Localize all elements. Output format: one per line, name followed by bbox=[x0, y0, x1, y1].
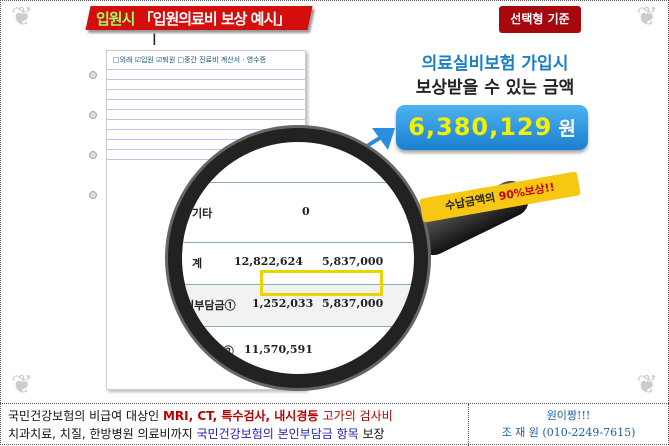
hole-icon bbox=[89, 71, 97, 79]
highlight-box bbox=[260, 270, 383, 296]
footer: 국민건강보험의 비급여 대상인 MRI, CT, 특수검사, 내시경등 고가의 … bbox=[0, 403, 669, 446]
plan-type-badge: 선택형 기준 bbox=[499, 6, 581, 33]
footer-description: 국민건강보험의 비급여 대상인 MRI, CT, 특수검사, 내시경등 고가의 … bbox=[8, 409, 393, 441]
ornament-icon: ❦ bbox=[11, 370, 33, 400]
title-green: 입원시 bbox=[96, 10, 135, 28]
page-title: 입원시 「입원의료비 보상 예시」 bbox=[96, 8, 292, 29]
amount-box: 6,380,129 원 bbox=[396, 105, 588, 150]
amount-line1: 의료실비보험 가입시 bbox=[421, 54, 569, 74]
amount-unit: 원 bbox=[558, 118, 576, 140]
ornament-icon: ❦ bbox=[636, 2, 658, 32]
table-row: 계 12,822,624 5,837,000 bbox=[182, 242, 414, 284]
hole-icon bbox=[89, 191, 97, 199]
text-cursor-icon: I bbox=[152, 30, 157, 49]
magnifier-lens: 기타 0 계 12,822,624 5,837,000 본인부담금① 1,252,033… bbox=[168, 128, 428, 388]
table-row: 본인부담금① 1,252,033 5,837,000 bbox=[182, 284, 414, 326]
contact-nickname: 원이짱!!! bbox=[546, 409, 591, 422]
ornament-icon: ❦ bbox=[11, 2, 33, 32]
contact-name-phone: 조 재 원 (010-2249-7615) bbox=[501, 426, 636, 439]
table-row: 기타 0 bbox=[182, 182, 414, 242]
title-red: 「입원의료비 보상 예시」 bbox=[138, 10, 292, 28]
table-row: 보험자부담금② 11,570,591 bbox=[182, 326, 414, 374]
hole-icon bbox=[89, 111, 97, 119]
amount-heading: 의료실비보험 가입시 보상받을 수 있는 금액 bbox=[400, 52, 590, 100]
ornament-icon: ❦ bbox=[636, 370, 658, 400]
contact-info: 원이짱!!! 조 재 원 (010-2249-7615) bbox=[468, 404, 668, 446]
amount-line2: 보상받을 수 있는 금액 bbox=[415, 78, 575, 98]
receipt-heading: □외래 ☑입원 ☑퇴원 □중간 진료비 계산서 · 영수증 bbox=[113, 56, 267, 64]
amount-value: 6,380,129 bbox=[408, 113, 553, 141]
hole-icon bbox=[89, 151, 97, 159]
